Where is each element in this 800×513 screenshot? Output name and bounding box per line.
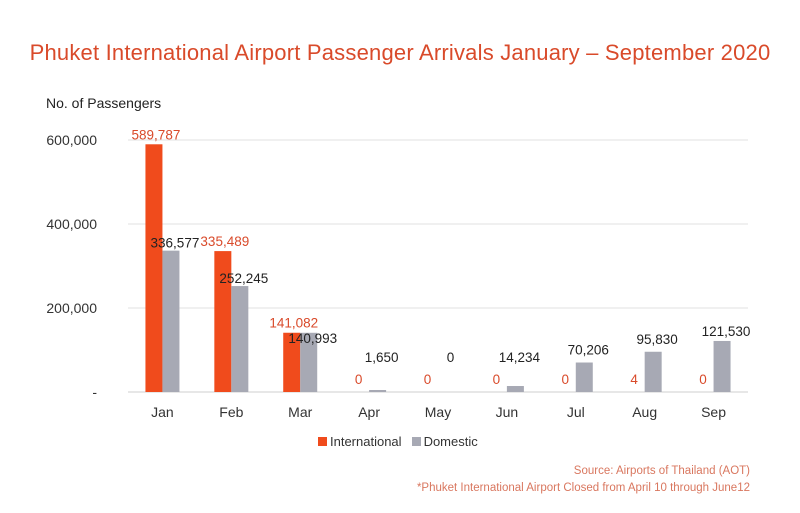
bar-domestic (162, 250, 180, 392)
data-label-international: 4 (630, 372, 638, 387)
x-tick-label: Mar (288, 404, 312, 420)
x-tick-label: Aug (632, 404, 657, 420)
legend-item-domestic: Domestic (411, 434, 478, 449)
y-tick-label: 200,000 (46, 300, 97, 316)
data-label-international: 0 (699, 372, 707, 387)
bar-international (214, 251, 232, 392)
bar-domestic (506, 386, 524, 392)
data-label-domestic: 121,530 (702, 324, 751, 339)
data-label-international: 0 (424, 372, 432, 387)
x-tick-label: Jun (496, 404, 519, 420)
data-label-international: 589,787 (132, 127, 181, 142)
data-label-domestic: 70,206 (568, 343, 609, 358)
data-label-domestic: 95,830 (637, 332, 678, 347)
legend-label-domestic: Domestic (423, 434, 478, 449)
data-label-international: 0 (493, 372, 501, 387)
x-tick-label: Sep (701, 404, 726, 420)
x-tick-label: Apr (358, 404, 380, 420)
x-tick-label: May (425, 404, 451, 420)
y-tick-label: 600,000 (46, 132, 97, 148)
source-note: Source: Airports of Thailand (AOT) *Phuk… (417, 463, 750, 497)
legend-swatch-domestic (411, 437, 421, 446)
y-axis-label: No. of Passengers (46, 95, 162, 111)
bar-domestic (644, 351, 662, 392)
bar-international (145, 144, 163, 392)
y-tick-label: - (92, 384, 97, 400)
data-label-domestic: 140,993 (288, 331, 337, 346)
data-label-domestic: 0 (447, 350, 455, 365)
data-label-domestic: 252,245 (219, 271, 268, 286)
bar-domestic (575, 362, 593, 392)
x-tick-label: Jul (567, 404, 585, 420)
legend-item-international: International (318, 434, 402, 449)
data-label-domestic: 14,234 (499, 350, 541, 365)
legend: International Domestic (318, 434, 478, 449)
data-label-international: 0 (562, 372, 570, 387)
y-tick-label: 400,000 (46, 216, 97, 232)
data-label-international: 141,082 (269, 316, 318, 331)
legend-label-international: International (330, 434, 402, 449)
x-tick-label: Jan (151, 404, 174, 420)
chart-title: Phuket International Airport Passenger A… (29, 40, 771, 65)
data-label-international: 335,489 (200, 234, 249, 249)
data-label-international: 0 (355, 372, 363, 387)
source-line: Source: Airports of Thailand (AOT) (573, 465, 750, 477)
bar-domestic (369, 390, 387, 392)
bar-international (283, 332, 301, 392)
closure-note: *Phuket International Airport Closed fro… (416, 482, 750, 494)
bar-domestic (231, 286, 249, 392)
bar-domestic (713, 340, 731, 392)
x-tick-label: Feb (219, 404, 243, 420)
data-label-domestic: 336,577 (151, 236, 200, 251)
data-label-domestic: 1,650 (365, 350, 399, 365)
bar-domestic (300, 332, 318, 392)
legend-swatch-international (318, 437, 327, 446)
